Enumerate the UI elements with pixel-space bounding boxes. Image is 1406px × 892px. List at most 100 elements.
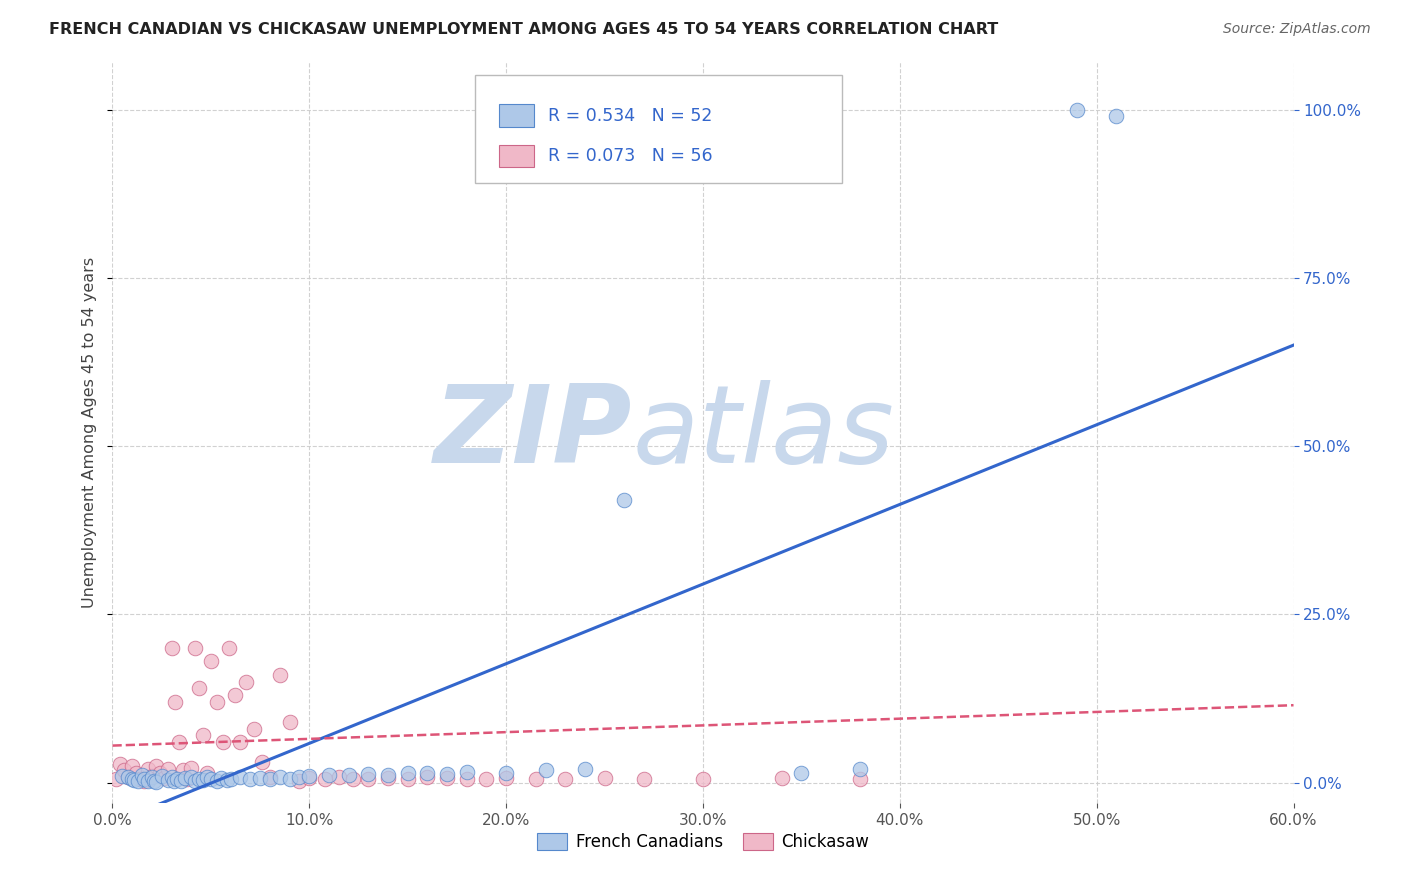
Point (269, 770, 291, 784)
Point (205, 695, 228, 709)
Point (692, 772, 714, 786)
Point (131, 767, 153, 781)
Point (328, 770, 350, 784)
Point (145, 775, 167, 789)
Point (593, 771, 616, 785)
Point (259, 770, 281, 784)
Point (132, 774, 155, 789)
Point (170, 773, 193, 788)
Point (318, 767, 340, 781)
Point (259, 772, 281, 786)
Point (495, 765, 517, 780)
Point (200, 655, 222, 669)
Point (169, 735, 191, 749)
Point (396, 766, 419, 780)
Point (184, 640, 207, 655)
Point (342, 772, 364, 786)
Point (224, 688, 246, 702)
Point (105, 772, 128, 787)
Point (534, 764, 557, 778)
Point (278, 714, 301, 729)
Text: R = 0.534   N = 52: R = 0.534 N = 52 (548, 107, 713, 125)
Text: R = 0.073   N = 56: R = 0.073 N = 56 (548, 147, 713, 165)
Point (209, 771, 232, 785)
Point (117, 770, 139, 784)
Point (524, 772, 547, 787)
Point (456, 764, 478, 779)
Point (288, 773, 311, 788)
Point (416, 765, 439, 780)
Point (574, 762, 596, 776)
Point (436, 771, 458, 785)
Point (156, 772, 179, 787)
Point (165, 695, 187, 709)
Point (396, 772, 419, 786)
Point (790, 765, 813, 780)
Point (150, 769, 173, 783)
Point (249, 771, 271, 785)
Point (314, 772, 336, 787)
Point (132, 772, 155, 787)
Point (174, 771, 197, 785)
Point (111, 769, 134, 783)
FancyBboxPatch shape (499, 145, 534, 167)
Point (129, 772, 152, 786)
Point (495, 771, 517, 785)
FancyBboxPatch shape (475, 75, 842, 183)
Point (188, 681, 211, 696)
Point (849, 772, 872, 787)
Point (180, 761, 202, 775)
Point (357, 772, 380, 787)
Point (180, 770, 202, 784)
Point (145, 758, 167, 772)
Point (156, 762, 179, 776)
Point (219, 772, 242, 786)
Point (121, 759, 143, 773)
Point (110, 756, 132, 771)
Point (127, 773, 149, 788)
Legend: French Canadians, Chickasaw: French Canadians, Chickasaw (530, 826, 876, 857)
Point (456, 772, 478, 787)
Point (184, 773, 207, 788)
Point (162, 774, 184, 789)
Point (239, 772, 262, 787)
Point (475, 772, 498, 786)
Point (172, 764, 194, 778)
Point (377, 767, 399, 781)
Point (298, 771, 321, 785)
Point (436, 767, 458, 781)
Point (554, 772, 576, 786)
Point (849, 762, 872, 776)
Point (191, 729, 214, 743)
Point (269, 668, 291, 682)
Point (160, 770, 183, 784)
Point (229, 770, 252, 784)
Point (166, 772, 188, 787)
Y-axis label: Unemployment Among Ages 45 to 54 years: Unemployment Among Ages 45 to 54 years (82, 257, 97, 608)
Point (125, 765, 148, 780)
Point (160, 640, 183, 655)
Point (235, 674, 257, 689)
Point (195, 770, 218, 784)
Point (136, 774, 159, 789)
Point (176, 772, 198, 787)
Point (250, 756, 273, 770)
Point (117, 770, 139, 784)
Point (278, 772, 301, 787)
Text: ZIP: ZIP (434, 380, 633, 485)
Point (416, 770, 439, 784)
Point (141, 770, 163, 784)
Point (298, 769, 321, 783)
Point (200, 772, 222, 787)
Point (1105, 109, 1128, 123)
Point (121, 772, 143, 786)
Point (142, 773, 165, 788)
Point (152, 771, 174, 785)
Point (188, 772, 211, 786)
Point (357, 767, 380, 781)
Point (215, 772, 238, 787)
Point (770, 771, 793, 785)
Point (288, 770, 311, 784)
Point (1066, 103, 1088, 117)
Text: FRENCH CANADIAN VS CHICKASAW UNEMPLOYMENT AMONG AGES 45 TO 54 YEARS CORRELATION : FRENCH CANADIAN VS CHICKASAW UNEMPLOYMEN… (49, 22, 998, 37)
